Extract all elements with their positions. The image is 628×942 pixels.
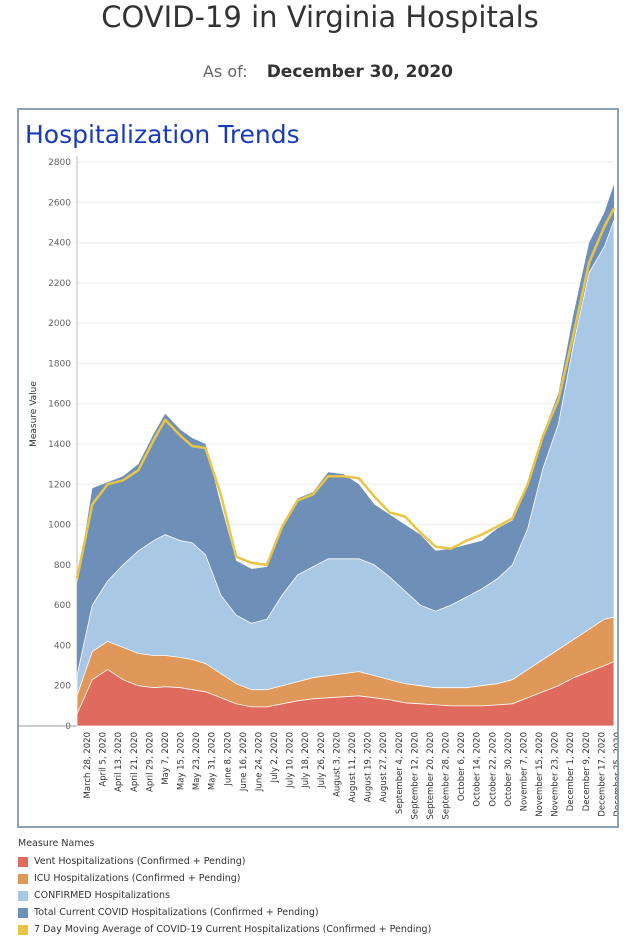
x-tick-label: October 6, 2020 — [457, 732, 467, 801]
legend-label: Total Current COVID Hospitalizations (Co… — [34, 907, 319, 918]
legend-item[interactable]: 7 Day Moving Average of COVID-19 Current… — [18, 921, 431, 938]
y-tick-label: 1000 — [48, 521, 71, 531]
x-tick-label: March 28, 2020 — [83, 732, 93, 798]
series-area-vent — [76, 660, 615, 727]
legend-title: Measure Names — [18, 838, 95, 849]
x-tick-label: December 1, 2020 — [566, 732, 576, 811]
x-tick-label: April 5, 2020 — [99, 732, 109, 787]
x-tick-label: November 7, 2020 — [520, 732, 530, 811]
legend-label: CONFIRMED Hospitalizations — [34, 890, 170, 901]
x-tick-label: August 3, 2020 — [332, 732, 342, 797]
x-tick-label: July 26, 2020 — [317, 732, 327, 789]
x-tick-label: May 23, 2020 — [192, 732, 202, 790]
legend-label: Vent Hospitalizations (Confirmed + Pendi… — [34, 856, 246, 867]
legend-swatch — [18, 907, 28, 918]
x-tick-label: June 24, 2020 — [255, 732, 265, 792]
legend-swatch — [18, 890, 28, 901]
legend-item[interactable]: Vent Hospitalizations (Confirmed + Pendi… — [18, 853, 431, 870]
x-tick-label: May 7, 2020 — [161, 732, 171, 785]
chart-panel: Hospitalization Trends 0 200 400 600 800 1000… — [17, 108, 619, 828]
x-tick-label: December 17, 2020 — [597, 732, 607, 817]
hospitalization-chart[interactable]: 0 200 400 600 800 1000 1200 1400 1600 1800 2000 220… — [19, 110, 617, 826]
y-axis-label: Measure Value — [29, 381, 39, 447]
as-of-date: December 30, 2020 — [266, 62, 453, 82]
x-tick-label: April 29, 2020 — [145, 732, 155, 792]
x-tick-label: October 22, 2020 — [488, 732, 498, 807]
panel-title: Hospitalization Trends — [25, 120, 300, 149]
y-tick-label: 2400 — [48, 239, 71, 249]
y-tick-label: 400 — [54, 641, 71, 651]
legend-item[interactable]: CONFIRMED Hospitalizations — [18, 887, 431, 904]
x-tick-label: November 15, 2020 — [535, 732, 545, 817]
as-of-label: As of: — [202, 62, 248, 81]
x-tick-label: June 8, 2020 — [223, 732, 233, 787]
x-tick-label: July 10, 2020 — [286, 732, 296, 789]
y-tick-label: 2600 — [48, 198, 71, 208]
legend-item[interactable]: ICU Hospitalizations (Confirmed + Pendin… — [18, 870, 431, 887]
legend-swatch — [18, 924, 28, 935]
legend-label: 7 Day Moving Average of COVID-19 Current… — [34, 924, 432, 935]
legend: Measure Names Vent Hospitalizations (Con… — [18, 838, 431, 938]
page-title: COVID-19 in Virginia Hospitals — [101, 0, 539, 34]
x-tick-label: May 31, 2020 — [208, 732, 218, 790]
x-tick-label: December 25, 2020 — [613, 732, 617, 817]
x-tick-label: December 9, 2020 — [582, 732, 592, 811]
x-tick-label: July 2, 2020 — [270, 732, 280, 783]
x-tick-label: April 21, 2020 — [130, 732, 140, 792]
x-tick-label: September 20, 2020 — [426, 732, 436, 820]
x-tick-label: August 19, 2020 — [364, 732, 374, 802]
x-tick-label: April 13, 2020 — [114, 732, 124, 792]
y-tick-label: 800 — [54, 561, 71, 571]
y-tick-label: 0 — [65, 722, 71, 732]
series-area-confirmed — [76, 220, 615, 727]
x-tick-label: September 12, 2020 — [410, 732, 420, 820]
legend-label: ICU Hospitalizations (Confirmed + Pendin… — [34, 873, 241, 884]
x-tick-label: August 27, 2020 — [379, 732, 389, 802]
x-tick-label: May 15, 2020 — [177, 732, 187, 790]
y-tick-label: 1200 — [48, 480, 71, 490]
y-tick-label: 2200 — [48, 279, 71, 289]
y-tick-label: 2000 — [48, 319, 71, 329]
x-tick-label: June 16, 2020 — [239, 732, 249, 792]
y-tick-label: 1800 — [48, 359, 71, 369]
y-tick-label: 1400 — [48, 440, 71, 450]
series-line-avg — [75, 207, 616, 580]
x-tick-label: November 23, 2020 — [551, 732, 561, 817]
x-tick-label: September 4, 2020 — [395, 732, 405, 814]
x-tick-label: October 14, 2020 — [473, 732, 483, 807]
as-of-line: As of: December 30, 2020 — [0, 62, 628, 82]
y-tick-label: 1600 — [48, 400, 71, 410]
x-tick-label: August 11, 2020 — [348, 732, 358, 802]
y-tick-label: 2800 — [48, 158, 71, 168]
x-tick-label: July 18, 2020 — [301, 732, 311, 789]
legend-swatch — [18, 873, 28, 884]
y-tick-label: 600 — [54, 601, 71, 611]
x-tick-label: October 30, 2020 — [504, 732, 514, 807]
x-tick-label: September 28, 2020 — [442, 732, 452, 820]
legend-item[interactable]: Total Current COVID Hospitalizations (Co… — [18, 904, 431, 921]
legend-swatch — [18, 856, 28, 867]
y-tick-label: 200 — [54, 682, 71, 692]
